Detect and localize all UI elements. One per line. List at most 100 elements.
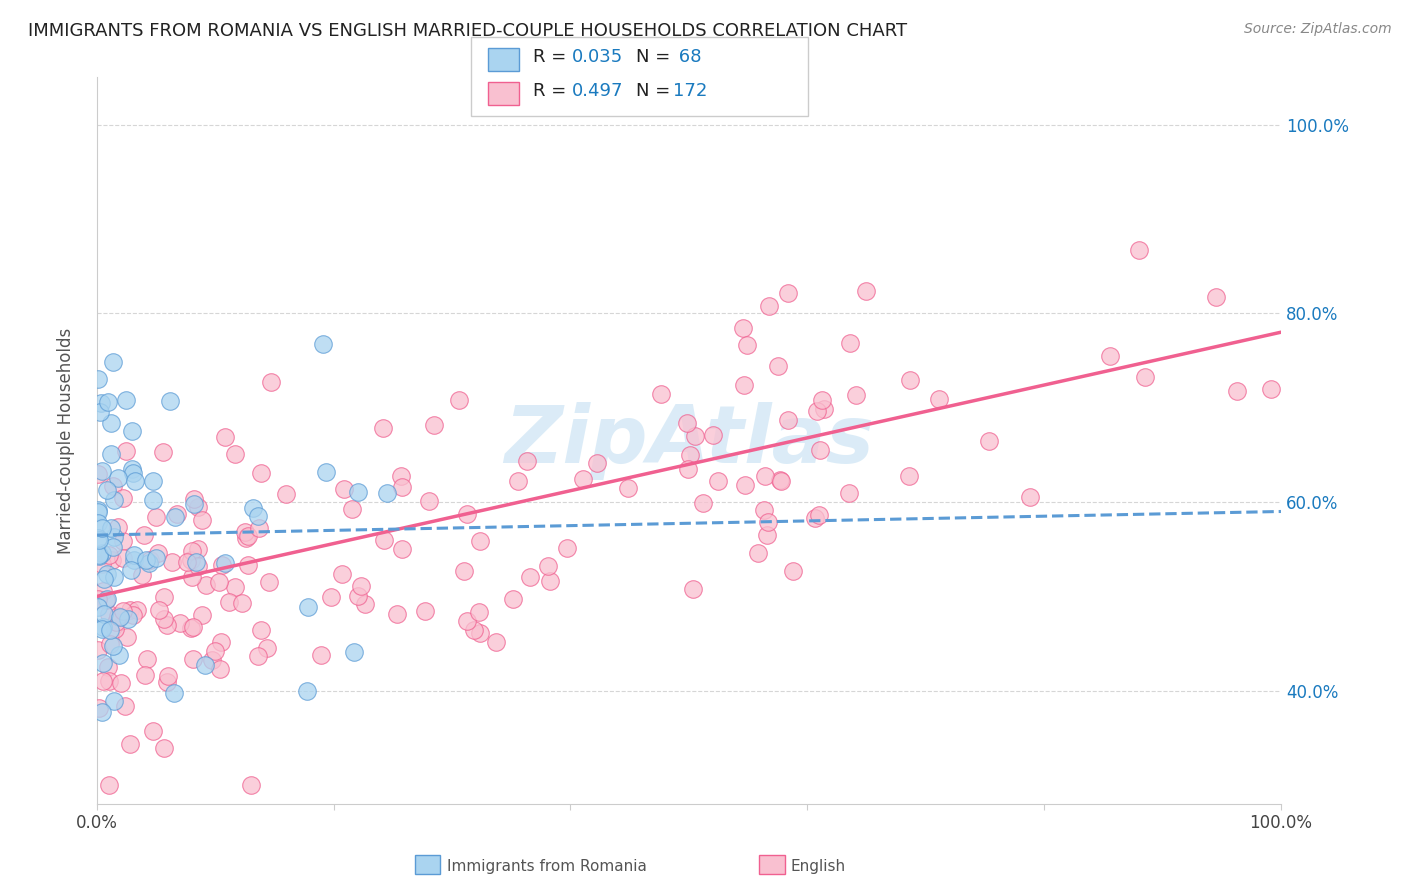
- Point: [343, 645, 366, 659]
- Text: 68: 68: [673, 48, 702, 66]
- Point: [838, 336, 860, 351]
- Point: [387, 607, 409, 621]
- Point: [157, 669, 180, 683]
- Point: [111, 491, 134, 505]
- Text: R =: R =: [533, 48, 572, 66]
- Point: [112, 534, 135, 549]
- Point: [90, 396, 112, 410]
- Point: [735, 338, 758, 352]
- Point: [259, 376, 281, 390]
- Point: [101, 479, 124, 493]
- Point: [236, 558, 259, 573]
- Point: [1099, 349, 1122, 363]
- Point: [108, 610, 131, 624]
- Point: [183, 497, 205, 511]
- Point: [259, 574, 281, 589]
- Point: [297, 599, 319, 614]
- Point: [121, 462, 143, 476]
- Point: [142, 493, 165, 508]
- Point: [90, 546, 112, 560]
- Point: [115, 393, 138, 408]
- Point: [107, 471, 129, 485]
- Point: [456, 507, 478, 521]
- Point: [103, 694, 125, 708]
- Point: [766, 359, 789, 373]
- Point: [754, 469, 776, 483]
- Point: [87, 467, 110, 481]
- Point: [1135, 370, 1157, 384]
- Point: [650, 387, 672, 401]
- Point: [122, 553, 145, 567]
- Point: [110, 609, 132, 624]
- Point: [114, 444, 136, 458]
- Point: [104, 622, 127, 636]
- Point: [295, 684, 318, 698]
- Point: [153, 612, 176, 626]
- Point: [100, 417, 122, 431]
- Point: [111, 551, 134, 566]
- Text: 172: 172: [673, 82, 707, 100]
- Point: [181, 543, 204, 558]
- Point: [312, 337, 335, 351]
- Point: [142, 723, 165, 738]
- Point: [838, 485, 860, 500]
- Point: [103, 530, 125, 544]
- Point: [233, 524, 256, 539]
- Point: [87, 592, 110, 607]
- Point: [115, 630, 138, 644]
- Point: [91, 673, 114, 688]
- Point: [148, 602, 170, 616]
- Point: [107, 648, 129, 663]
- Point: [898, 374, 921, 388]
- Point: [586, 456, 609, 470]
- Point: [855, 284, 877, 298]
- Point: [418, 494, 440, 508]
- Point: [250, 466, 273, 480]
- Point: [536, 558, 558, 573]
- Text: N =: N =: [636, 48, 675, 66]
- Point: [1205, 290, 1227, 304]
- Point: [309, 648, 332, 662]
- Text: 0.497: 0.497: [572, 82, 624, 100]
- Point: [804, 511, 827, 525]
- Point: [87, 533, 110, 547]
- Point: [121, 424, 143, 438]
- Point: [256, 640, 278, 655]
- Point: [98, 637, 121, 651]
- Point: [249, 623, 271, 637]
- Point: [145, 509, 167, 524]
- Point: [87, 548, 110, 562]
- Point: [731, 321, 754, 335]
- Point: [103, 639, 125, 653]
- Point: [1128, 244, 1150, 258]
- Point: [758, 299, 780, 313]
- Point: [180, 553, 202, 567]
- Point: [807, 508, 830, 522]
- Point: [845, 388, 868, 402]
- Point: [315, 465, 337, 479]
- Point: [134, 667, 156, 681]
- Point: [163, 509, 186, 524]
- Point: [231, 596, 253, 610]
- Point: [187, 542, 209, 557]
- Point: [187, 558, 209, 573]
- Point: [91, 657, 114, 671]
- Point: [806, 404, 828, 418]
- Point: [91, 583, 114, 598]
- Point: [456, 614, 478, 628]
- Point: [124, 475, 146, 489]
- Point: [176, 555, 198, 569]
- Point: [153, 741, 176, 756]
- Point: [114, 699, 136, 714]
- Point: [187, 500, 209, 514]
- Point: [101, 540, 124, 554]
- Point: [692, 496, 714, 510]
- Point: [676, 416, 699, 430]
- Point: [538, 574, 561, 589]
- Point: [350, 579, 373, 593]
- Point: [468, 534, 491, 549]
- Point: [236, 529, 259, 543]
- Point: [734, 478, 756, 492]
- Text: IMMIGRANTS FROM ROMANIA VS ENGLISH MARRIED-COUPLE HOUSEHOLDS CORRELATION CHART: IMMIGRANTS FROM ROMANIA VS ENGLISH MARRI…: [28, 22, 907, 40]
- Point: [122, 548, 145, 562]
